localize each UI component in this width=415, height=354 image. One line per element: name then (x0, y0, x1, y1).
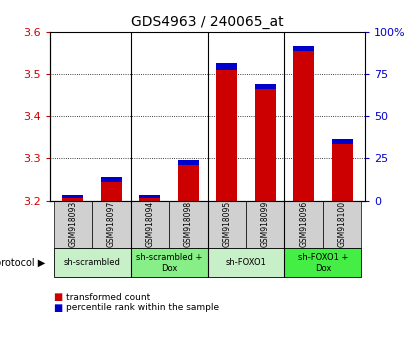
FancyBboxPatch shape (92, 201, 131, 248)
Bar (101, 182, 122, 201)
Bar (139, 199, 160, 201)
FancyBboxPatch shape (131, 249, 208, 277)
Text: GSM918098: GSM918098 (184, 201, 193, 247)
Text: sh-scrambled +
Dox: sh-scrambled + Dox (136, 253, 202, 273)
Text: protocol ▶: protocol ▶ (0, 258, 46, 268)
Text: GSM918100: GSM918100 (338, 201, 347, 247)
FancyBboxPatch shape (284, 249, 361, 277)
Text: GSM918097: GSM918097 (107, 201, 116, 247)
Bar (216, 70, 237, 201)
FancyBboxPatch shape (208, 249, 284, 277)
Bar (332, 139, 353, 144)
FancyBboxPatch shape (54, 201, 92, 248)
Bar (255, 84, 276, 89)
FancyBboxPatch shape (131, 201, 169, 248)
Text: sh-FOXO1: sh-FOXO1 (225, 258, 266, 267)
Text: GSM918096: GSM918096 (299, 201, 308, 247)
FancyBboxPatch shape (208, 201, 246, 248)
Text: GSM918095: GSM918095 (222, 201, 231, 247)
FancyBboxPatch shape (169, 201, 208, 248)
Bar (293, 46, 314, 51)
Text: GSM918094: GSM918094 (145, 201, 154, 247)
Text: ■: ■ (54, 292, 66, 302)
FancyBboxPatch shape (246, 201, 284, 248)
Bar (178, 160, 199, 165)
Bar (62, 195, 83, 199)
Text: ■: ■ (54, 303, 66, 313)
Bar (139, 195, 160, 199)
Bar (293, 51, 314, 201)
Text: sh-FOXO1 +
Dox: sh-FOXO1 + Dox (298, 253, 348, 273)
Text: sh-scrambled: sh-scrambled (63, 258, 120, 267)
Bar (216, 63, 237, 70)
Title: GDS4963 / 240065_at: GDS4963 / 240065_at (131, 16, 284, 29)
Text: transformed count: transformed count (66, 293, 151, 302)
Bar (332, 144, 353, 201)
FancyBboxPatch shape (54, 249, 131, 277)
Text: percentile rank within the sample: percentile rank within the sample (66, 303, 220, 313)
Bar (255, 89, 276, 201)
Bar (62, 199, 83, 201)
Bar (101, 177, 122, 182)
Text: GSM918099: GSM918099 (261, 201, 270, 247)
Text: GSM918093: GSM918093 (68, 201, 77, 247)
Bar (178, 165, 199, 201)
FancyBboxPatch shape (284, 201, 323, 248)
FancyBboxPatch shape (323, 201, 361, 248)
